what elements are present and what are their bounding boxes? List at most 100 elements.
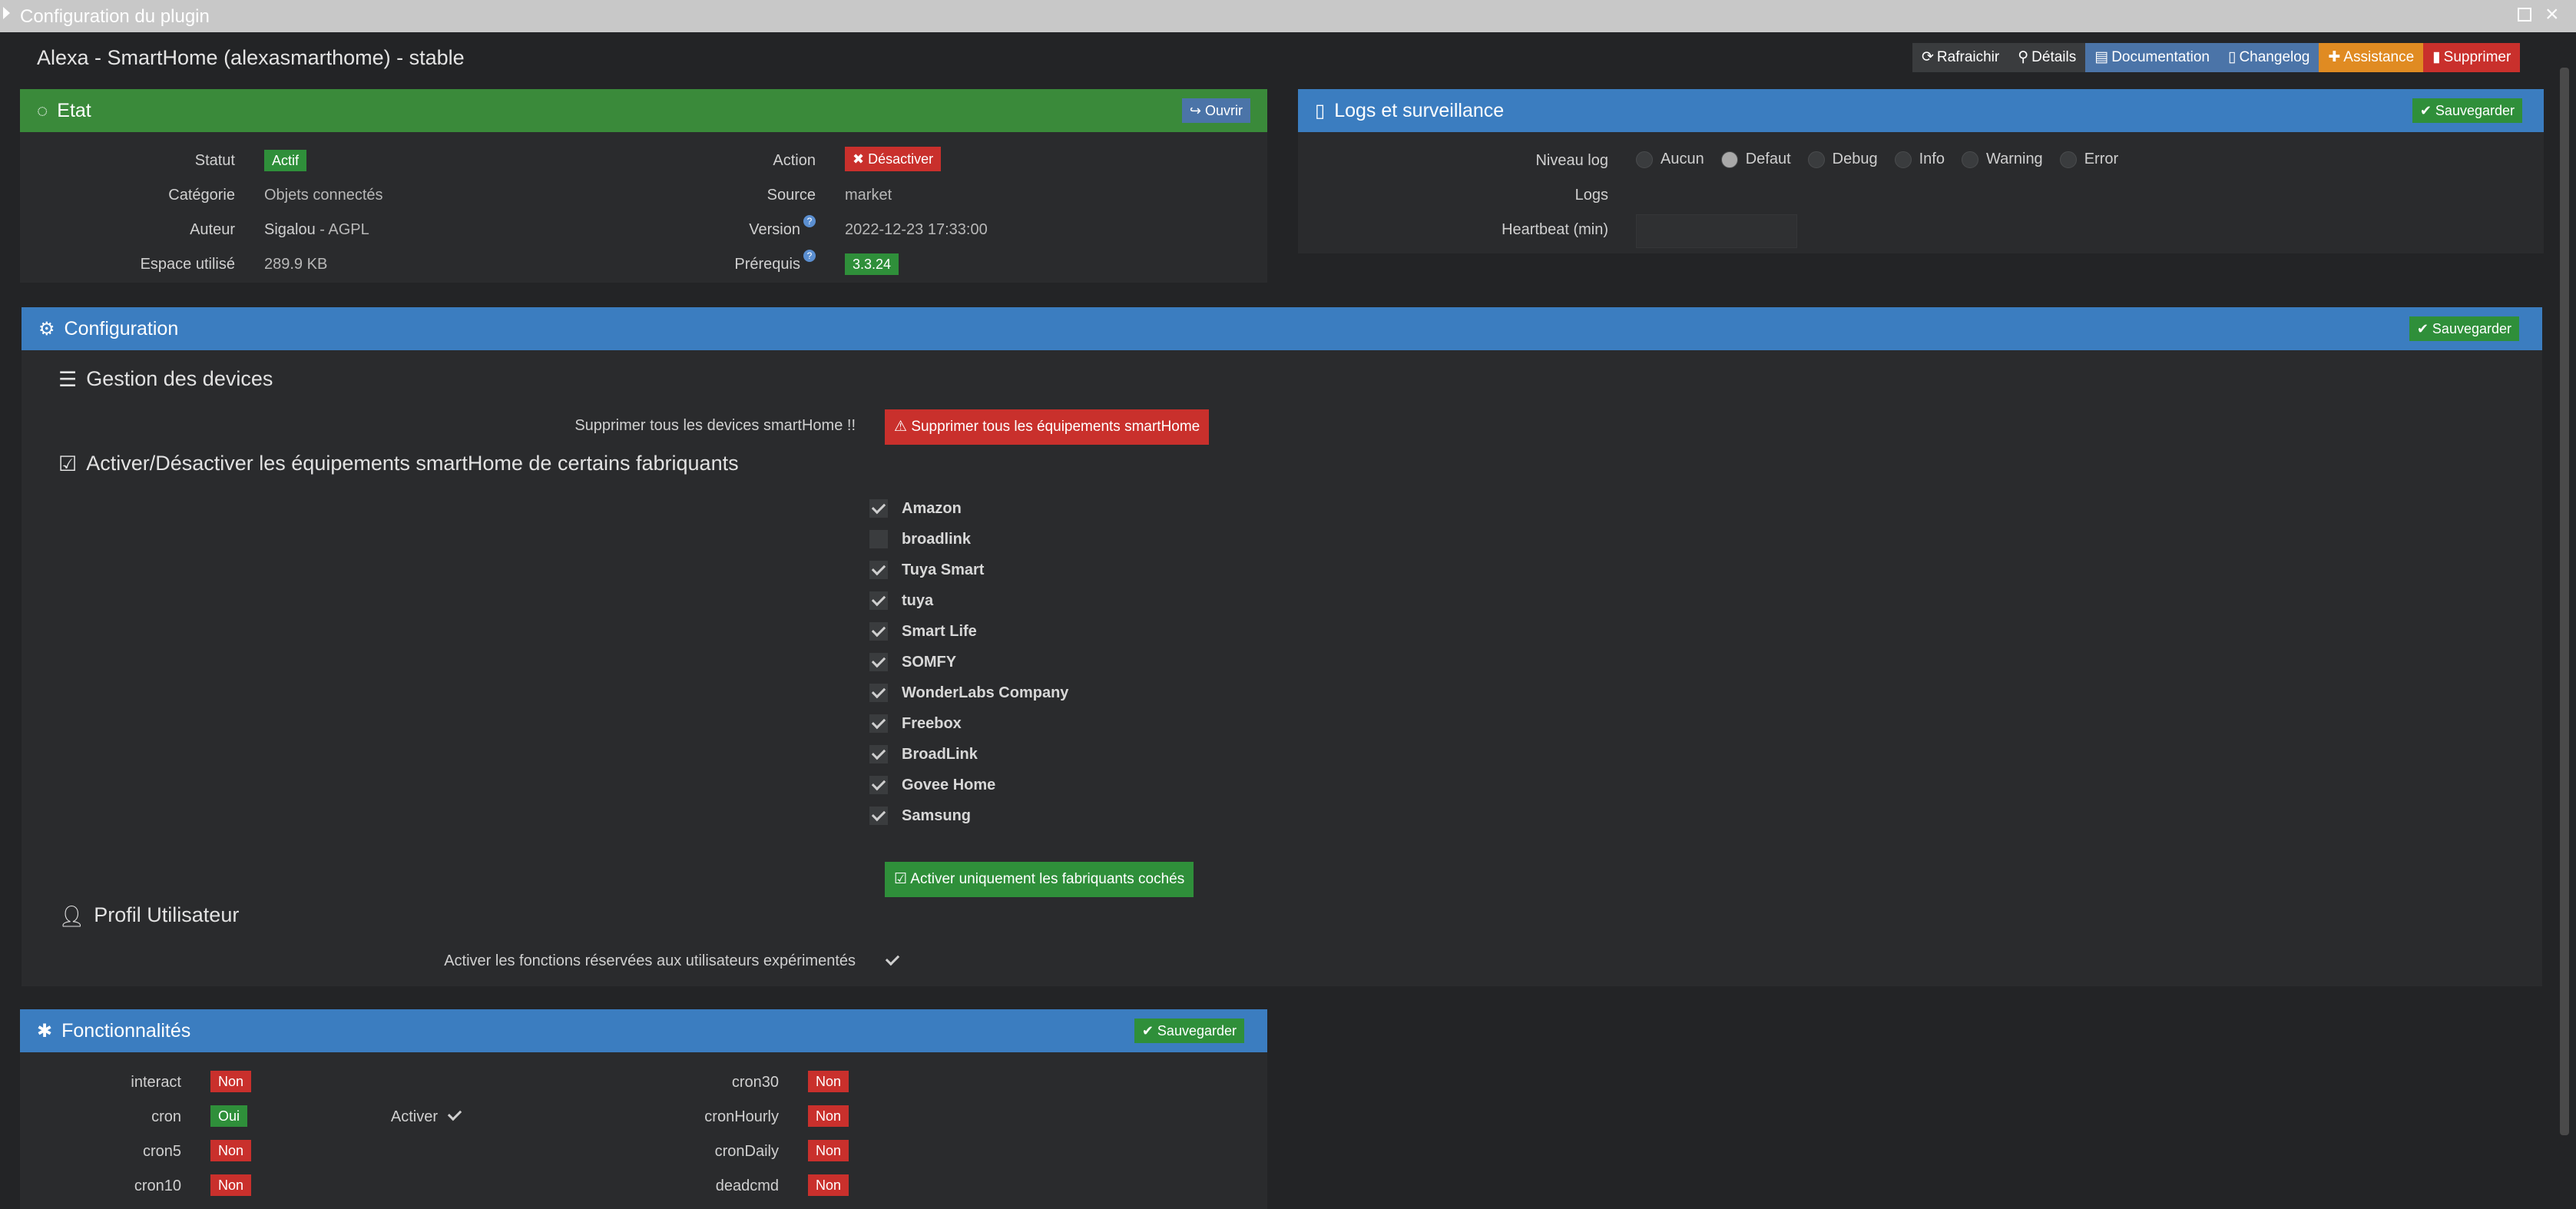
plugin-toolbar: ⟳ Rafraichir ⚲ Détails ▤ Documentation ▯ Cha… bbox=[1912, 43, 2521, 72]
categorie-value: Objets connectés bbox=[264, 187, 383, 204]
documentation-button[interactable]: ▤ Documentation bbox=[2085, 43, 2219, 72]
times-icon: ✖ bbox=[853, 151, 869, 167]
cron5-label: cron5 bbox=[142, 1143, 181, 1160]
cron-label: cron bbox=[151, 1108, 181, 1125]
heartbeat-label: Heartbeat (min) bbox=[1502, 221, 1608, 238]
manufacturer-checkbox-freebox[interactable] bbox=[869, 714, 888, 733]
check-circle-icon: ✔ bbox=[1141, 1023, 1157, 1038]
fonctionnalites-save-button[interactable]: ✔ Sauvegarder bbox=[1134, 1019, 1244, 1043]
close-icon[interactable]: × bbox=[2545, 2, 2559, 27]
check-circle-icon: ✔ bbox=[2419, 103, 2435, 118]
interact-badge: Non bbox=[210, 1071, 252, 1092]
cronhourly-badge: Non bbox=[808, 1105, 849, 1127]
radio-info[interactable] bbox=[1894, 151, 1912, 168]
action-label: Action bbox=[773, 152, 816, 169]
manufacturer-label: Govee Home bbox=[902, 777, 996, 793]
radio-defaut[interactable] bbox=[1720, 151, 1738, 168]
cron10-badge: Non bbox=[210, 1174, 252, 1196]
window-title: Configuration du plugin bbox=[20, 6, 210, 27]
file-text-icon: ▯ bbox=[1315, 101, 1326, 122]
radio-warning[interactable] bbox=[1961, 151, 1978, 168]
manufacturer-label: Samsung bbox=[902, 807, 972, 824]
etat-panel-header: ◌ Etat ↪ Ouvrir bbox=[20, 89, 1267, 132]
delete-all-devices-button[interactable]: ⚠ Supprimer tous les équipements smartHo… bbox=[885, 409, 1210, 445]
fonctionnalites-panel-header: ✱ Fonctionnalités ✔ Sauvegarder bbox=[20, 1009, 1267, 1052]
configuration-panel-header: ⚙ Configuration ✔ Sauvegarder bbox=[22, 307, 2542, 350]
check-square-icon: ☑ bbox=[894, 871, 911, 887]
deadcmd-label: deadcmd bbox=[715, 1178, 779, 1194]
crondaily-label: cronDaily bbox=[714, 1143, 779, 1160]
heartbeat-input[interactable] bbox=[1636, 214, 1797, 248]
auteur-value: Sigalou - AGPL bbox=[264, 221, 369, 238]
manufacturer-label: WonderLabs Company bbox=[902, 684, 1069, 701]
etat-panel: ◌ Etat ↪ Ouvrir Statut Actif Catégorie Ob… bbox=[20, 89, 1267, 283]
check-circle-icon: ✔ bbox=[2416, 321, 2432, 336]
activer-label: Activer bbox=[390, 1108, 438, 1125]
logs-save-button[interactable]: ✔ Sauvegarder bbox=[2412, 98, 2522, 123]
window-titlebar: Configuration du plugin × bbox=[0, 0, 2576, 32]
refresh-button[interactable]: ⟳ Rafraichir bbox=[1912, 43, 2009, 72]
manufacturer-label: tuya bbox=[902, 592, 934, 609]
statut-badge: Actif bbox=[264, 150, 307, 171]
manufacturer-checkbox-tuya[interactable] bbox=[869, 591, 888, 610]
manufacturer-checkbox-smart-life[interactable] bbox=[869, 622, 888, 641]
prerequis-label: Prérequis? bbox=[634, 250, 816, 273]
deadcmd-badge: Non bbox=[808, 1174, 849, 1196]
changelog-button[interactable]: ▯ Changelog bbox=[2218, 43, 2319, 72]
help-icon[interactable]: ? bbox=[803, 215, 816, 227]
ambulance-icon: ✚ bbox=[2328, 49, 2341, 65]
file-icon: ▯ bbox=[2227, 49, 2237, 65]
cronhourly-label: cronHourly bbox=[704, 1108, 779, 1125]
niveau-log-label: Niveau log bbox=[1535, 152, 1608, 169]
manufacturer-label: Freebox bbox=[902, 715, 962, 732]
manufacturer-label: Smart Life bbox=[902, 623, 977, 640]
expert-functions-checkbox[interactable] bbox=[883, 951, 902, 969]
activer-cron-checkbox[interactable] bbox=[445, 1106, 464, 1125]
devices-section-title: ☰ Gestion des devices bbox=[58, 367, 273, 392]
collapse-caret-icon[interactable] bbox=[3, 7, 10, 19]
deactivate-button[interactable]: ✖ Désactiver bbox=[845, 147, 942, 171]
manufacturer-checkbox-tuya-smart[interactable] bbox=[869, 561, 888, 579]
cron10-label: cron10 bbox=[134, 1178, 181, 1194]
configuration-panel: ⚙ Configuration ✔ Sauvegarder bbox=[22, 307, 2542, 986]
source-value: market bbox=[845, 187, 892, 204]
statut-label: Statut bbox=[194, 152, 235, 169]
manufacturer-checkbox-samsung[interactable] bbox=[869, 807, 888, 825]
manufacturer-checkbox-broadlink-2[interactable] bbox=[869, 745, 888, 763]
version-value: 2022-12-23 17:33:00 bbox=[845, 221, 988, 238]
manufacturer-checkbox-broadlink[interactable] bbox=[869, 530, 888, 548]
details-button[interactable]: ⚲ Détails bbox=[2008, 43, 2086, 72]
logs-panel: ▯ Logs et surveillance ✔ Sauvegarder Nive… bbox=[1298, 89, 2544, 253]
auteur-link[interactable]: Sigalou bbox=[264, 221, 316, 238]
user-icon: 👤︎ bbox=[58, 904, 85, 928]
radio-error[interactable] bbox=[2059, 151, 2077, 168]
plugin-title: Alexa - SmartHome (alexasmarthome) - sta… bbox=[37, 46, 465, 69]
activate-checked-manufacturers-button[interactable]: ☑ Activer uniquement les fabriquants coc… bbox=[885, 862, 1194, 897]
vertical-scrollbar[interactable] bbox=[2560, 68, 2569, 1135]
espace-label: Espace utilisé bbox=[140, 256, 235, 273]
fonctionnalites-panel: ✱ Fonctionnalités ✔ Sauvegarder interact … bbox=[20, 1009, 1267, 1209]
delete-plugin-button[interactable]: ▮ Supprimer bbox=[2423, 43, 2521, 72]
manufacturer-checkbox-somfy[interactable] bbox=[869, 653, 888, 671]
cron-badge: Oui bbox=[210, 1105, 248, 1127]
warning-icon: ⚠ bbox=[894, 419, 912, 435]
radio-debug[interactable] bbox=[1807, 151, 1825, 168]
radio-aucun[interactable] bbox=[1636, 151, 1653, 168]
configuration-save-button[interactable]: ✔ Sauvegarder bbox=[2409, 316, 2519, 341]
logs-title: Logs et surveillance bbox=[1334, 100, 1505, 121]
cogs-icon: ⚙ bbox=[38, 319, 55, 340]
open-button[interactable]: ↪ Ouvrir bbox=[1181, 98, 1250, 123]
search-icon: ⚲ bbox=[2018, 49, 2029, 65]
manufacturer-checkbox-amazon[interactable] bbox=[869, 499, 888, 518]
cron30-badge: Non bbox=[808, 1071, 849, 1092]
trash-icon: ▮ bbox=[2432, 49, 2441, 65]
assistance-button[interactable]: ✚ Assistance bbox=[2319, 43, 2424, 72]
expert-functions-label: Activer les fonctions réservées aux util… bbox=[444, 952, 856, 969]
manufacturer-label: BroadLink bbox=[902, 746, 978, 763]
manufacturer-checkbox-govee[interactable] bbox=[869, 776, 888, 794]
cron5-badge: Non bbox=[210, 1140, 252, 1161]
maximize-icon[interactable] bbox=[2518, 8, 2531, 22]
crondaily-badge: Non bbox=[808, 1140, 849, 1161]
help-icon[interactable]: ? bbox=[803, 250, 816, 262]
manufacturer-checkbox-wonderlabs[interactable] bbox=[869, 684, 888, 702]
